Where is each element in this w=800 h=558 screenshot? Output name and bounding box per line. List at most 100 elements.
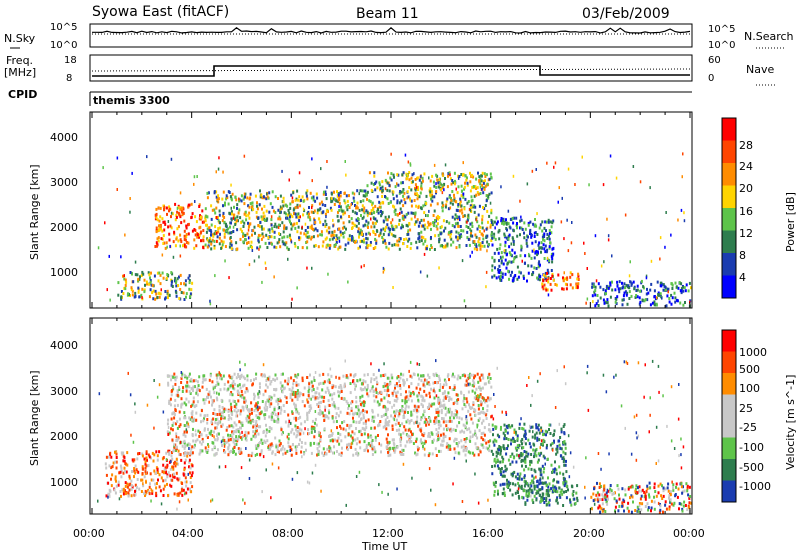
echo-cell — [107, 482, 109, 485]
echo-cell — [424, 240, 426, 243]
echo-cell — [186, 377, 188, 380]
echo-cell — [496, 248, 498, 251]
echo-cell — [197, 400, 199, 403]
echo-cell — [400, 393, 402, 396]
echo-cell — [454, 438, 456, 441]
echo-cell — [508, 238, 510, 241]
echo-cell — [306, 197, 308, 200]
echo-cell — [570, 283, 572, 286]
echo-cell — [108, 456, 110, 459]
echo-cell — [538, 438, 540, 441]
echo-cell — [357, 230, 359, 233]
echo-cell — [504, 244, 506, 247]
echo-cell — [358, 430, 360, 433]
echo-cell — [486, 235, 488, 238]
echo-cell — [525, 437, 527, 440]
echo-cell — [228, 212, 230, 215]
echo-cell — [212, 412, 214, 415]
echo-cell — [501, 251, 503, 254]
echo-cell — [295, 375, 297, 378]
echo-cell — [291, 410, 293, 413]
echo-cell — [155, 208, 157, 211]
echo-cell — [469, 244, 471, 247]
echo-cell — [333, 392, 335, 395]
echo-cell — [446, 220, 448, 223]
echo-cell — [474, 392, 476, 395]
echo-cell — [439, 389, 441, 392]
echo-cell — [158, 240, 160, 243]
echo-cell — [539, 246, 541, 249]
echo-cell — [506, 267, 508, 270]
echo-cell — [530, 453, 532, 456]
echo-cell — [231, 424, 233, 427]
echo-cell — [222, 204, 224, 207]
echo-cell — [318, 431, 320, 434]
echo-cell — [306, 195, 308, 198]
echo-cell — [264, 413, 266, 416]
echo-speckle — [490, 202, 492, 205]
echo-cell — [430, 222, 432, 225]
echo-cell — [440, 244, 442, 247]
echo-cell — [474, 396, 476, 399]
echo-cell — [402, 217, 404, 220]
echo-cell — [134, 490, 136, 493]
echo-speckle — [254, 260, 256, 263]
echo-speckle — [545, 275, 547, 278]
echo-cell — [279, 440, 281, 443]
echo-cell — [257, 207, 259, 210]
echo-cell — [219, 210, 221, 213]
echo-cell — [504, 475, 506, 478]
echo-cell — [241, 194, 243, 197]
echo-cell — [226, 426, 228, 429]
echo-cell — [358, 409, 360, 412]
echo-cell — [447, 427, 449, 430]
echo-cell — [551, 275, 553, 278]
echo-cell — [380, 210, 382, 213]
echo-cell — [223, 229, 225, 232]
echo-cell — [234, 223, 236, 226]
echo-cell — [443, 230, 445, 233]
echo-cell — [254, 395, 256, 398]
echo-cell — [344, 192, 346, 195]
echo-speckle — [361, 265, 363, 268]
echo-cell — [266, 246, 268, 249]
echo-cell — [347, 407, 349, 410]
echo-cell — [219, 413, 221, 416]
echo-cell — [298, 216, 300, 219]
echo-cell — [465, 179, 467, 182]
echo-speckle — [339, 240, 341, 243]
echo-cell — [367, 226, 369, 229]
echo-cell — [331, 197, 333, 200]
echo-cell — [454, 225, 456, 228]
echo-cell — [513, 243, 515, 246]
echo-cell — [172, 428, 174, 431]
echo-cell — [321, 230, 323, 233]
echo-cell — [392, 425, 394, 428]
echo-cell — [114, 488, 116, 491]
echo-cell — [452, 203, 454, 206]
echo-cell — [372, 230, 374, 233]
echo-cell — [462, 215, 464, 218]
echo-cell — [121, 453, 123, 456]
echo-cell — [188, 277, 190, 280]
echo-cell — [185, 403, 187, 406]
echo-cell — [271, 442, 273, 445]
echo-cell — [463, 397, 465, 400]
echo-cell — [127, 292, 129, 295]
echo-cell — [399, 409, 401, 412]
echo-cell — [468, 427, 470, 430]
echo-cell — [375, 181, 377, 184]
echo-cell — [217, 383, 219, 386]
echo-cell — [508, 278, 510, 281]
echo-cell — [626, 294, 628, 297]
echo-cell — [328, 231, 330, 234]
echo-cell — [534, 449, 536, 452]
echo-cell — [209, 239, 211, 242]
echo-cell — [423, 390, 425, 393]
echo-cell — [236, 376, 238, 379]
echo-cell — [244, 196, 246, 199]
echo-cell — [536, 233, 538, 236]
echo-cell — [346, 374, 348, 377]
echo-cell — [213, 431, 215, 434]
